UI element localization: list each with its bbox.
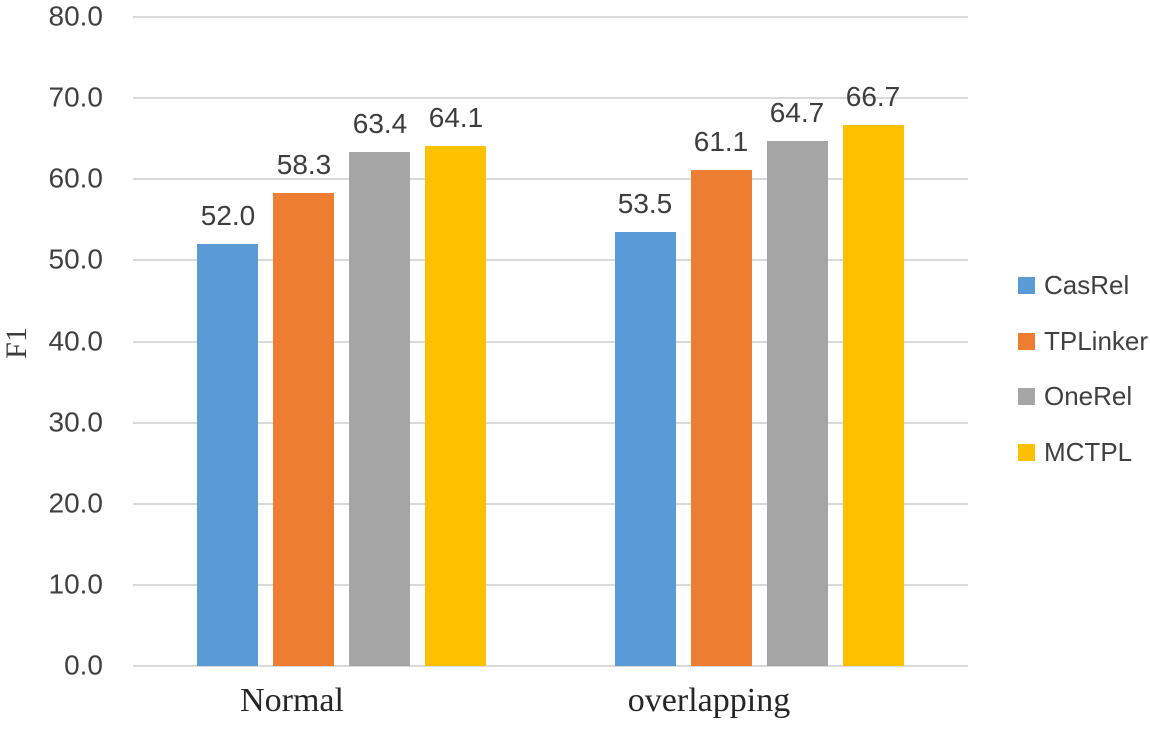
gridline-60.0 (133, 178, 968, 181)
legend-label-casrel: CasRel (1044, 270, 1130, 300)
legend-label-onerel: OneRel (1044, 381, 1133, 411)
bar-casrel-overlapping (615, 232, 676, 666)
value-label-onerel-overlapping: 64.7 (769, 97, 825, 128)
value-label-tplinker-normal: 58.3 (276, 149, 332, 180)
y-tick-label-80.0: 80.0 (48, 0, 104, 32)
value-label-onerel-normal: 63.4 (352, 108, 408, 139)
gridline-40.0 (133, 340, 968, 343)
legend-swatch-casrel (1018, 276, 1035, 294)
gridline-30.0 (133, 421, 968, 424)
bar-mctpl-normal (425, 146, 486, 666)
legend-label-mctpl: MCTPL (1044, 437, 1133, 467)
gridline-10.0 (133, 583, 968, 586)
gridline-20.0 (133, 502, 968, 505)
bar-onerel-overlapping (767, 141, 828, 666)
gridline-0.0 (133, 665, 968, 667)
legend-swatch-mctpl (1018, 443, 1035, 461)
gridline-80.0 (133, 16, 968, 18)
value-label-casrel-overlapping: 53.5 (617, 188, 673, 219)
value-label-casrel-normal: 52.0 (200, 200, 256, 231)
legend-item-onerel: OneRel (1018, 381, 1132, 411)
bar-tplinker-normal (273, 193, 334, 666)
legend-swatch-onerel (1018, 387, 1035, 405)
bar-tplinker-overlapping (691, 170, 752, 666)
y-tick-label-30.0: 30.0 (48, 406, 104, 438)
legend-item-mctpl: MCTPL (1018, 437, 1132, 467)
bar-onerel-normal (349, 152, 410, 666)
y-tick-label-40.0: 40.0 (48, 324, 104, 356)
y-tick-label-70.0: 70.0 (48, 81, 104, 113)
y-tick-label-10.0: 10.0 (48, 568, 104, 600)
legend-item-casrel: CasRel (1018, 270, 1129, 300)
y-tick-label-50.0: 50.0 (48, 243, 104, 275)
value-label-mctpl-normal: 64.1 (428, 102, 484, 133)
bar-casrel-normal (197, 244, 258, 666)
bar-mctpl-overlapping (843, 125, 904, 666)
y-tick-label-20.0: 20.0 (48, 487, 104, 519)
gridline-70.0 (133, 97, 968, 100)
category-label-normal: Normal (240, 682, 344, 719)
value-label-tplinker-overlapping: 61.1 (693, 126, 749, 157)
y-tick-label-60.0: 60.0 (48, 162, 104, 194)
legend-swatch-tplinker (1018, 332, 1035, 350)
y-tick-label-0.0: 0.0 (64, 649, 103, 681)
value-label-mctpl-overlapping: 66.7 (845, 81, 901, 112)
gridline-50.0 (133, 259, 968, 262)
category-label-overlapping: overlapping (627, 682, 791, 719)
legend-label-tplinker: TPLinker (1044, 326, 1149, 356)
legend-item-tplinker: TPLinker (1018, 326, 1148, 356)
